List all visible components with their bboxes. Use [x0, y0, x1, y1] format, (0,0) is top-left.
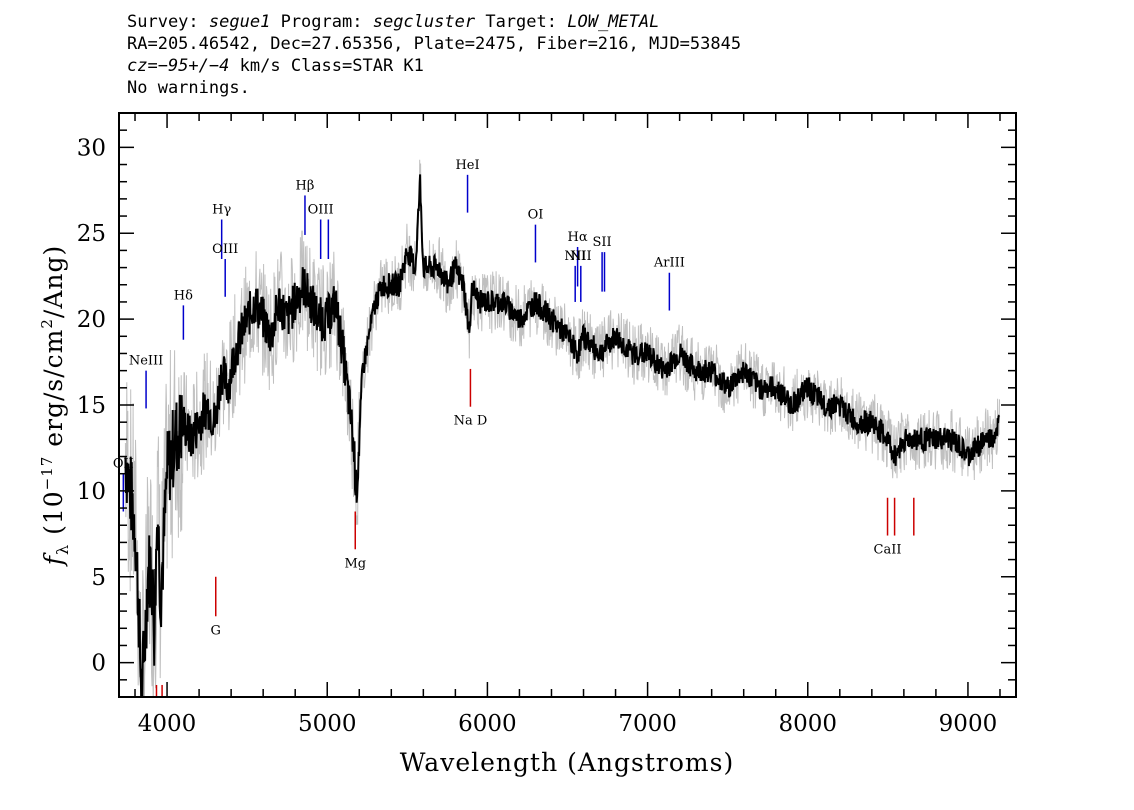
- plot-area: [122, 159, 1001, 697]
- x-tick-label: 5000: [298, 711, 357, 737]
- absorption-line-label-3: Mg: [344, 556, 366, 571]
- header-line-coordinates: RA=205.46542, Dec=27.65356, Plate=2475, …: [127, 34, 742, 54]
- y-tick-label: 30: [77, 135, 106, 161]
- flux-series: [124, 174, 1001, 697]
- absorption-line-label-4: Na D: [454, 414, 488, 429]
- x-axis-title: Wavelength (Angstroms): [400, 748, 734, 777]
- x-tick-label: 8000: [778, 711, 837, 737]
- header-line-redshift: cz=−95+/−4 km/s Class=STAR K1: [127, 56, 424, 76]
- absorption-line-label-2: G: [211, 623, 221, 638]
- x-tick-label: 9000: [939, 711, 998, 737]
- emission-line-label-12: NII: [570, 249, 592, 264]
- x-tick-label: 4000: [138, 711, 197, 737]
- emission-line-label-11: Hα: [568, 230, 588, 245]
- emission-line-label-8: HeI: [455, 158, 479, 173]
- emission-line-label-15: ArIII: [653, 256, 685, 271]
- y-tick-label: 15: [77, 393, 106, 419]
- emission-line-label-3: Hγ: [212, 202, 231, 217]
- x-tick-label: 7000: [618, 711, 677, 737]
- flux-error-series: [124, 159, 1000, 697]
- plot-frame: [118, 112, 1017, 698]
- y-tick-label: 10: [77, 479, 106, 505]
- y-tick-label: 5: [91, 565, 106, 591]
- emission-line-label-13: SII: [593, 235, 612, 250]
- x-tick-label: 6000: [458, 711, 517, 737]
- emission-line-label-9: OI: [528, 208, 544, 223]
- emission-line-label-4: OIII: [212, 242, 238, 257]
- y-tick-label: 25: [77, 221, 106, 247]
- header-line-survey: Survey: segue1 Program: segcluster Targe…: [127, 12, 660, 32]
- emission-line-label-5: Hβ: [296, 178, 315, 193]
- spectral-line-markers: [122, 174, 915, 697]
- emission-line-label-10: NII: [564, 249, 586, 264]
- emission-line-label-0: OII: [113, 457, 134, 472]
- emission-line-label-6: OIII: [308, 202, 334, 217]
- spectrum-header: Survey: segue1 Program: segcluster Targe…: [127, 11, 741, 99]
- absorption-line-label-5: CaII: [874, 543, 902, 558]
- header-line-warnings: No warnings.: [127, 78, 250, 98]
- axis-ticks: 4000 5000 6000 7000 8000 9000 0 5 10 15 20 25 30: [77, 113, 1016, 737]
- emission-line-label-1: NeIII: [129, 354, 163, 369]
- y-tick-label: 0: [91, 651, 106, 677]
- emission-line-label-2: Hδ: [174, 288, 193, 303]
- y-tick-label: 20: [77, 307, 106, 333]
- y-axis-title: fλ (10−17 erg/s/cm2/Ang): [38, 245, 72, 568]
- spectral-line-labels: OIINeIIIHδHγOIIIHβOIIIHeIOINIIHαNIISIIAr…: [113, 158, 902, 638]
